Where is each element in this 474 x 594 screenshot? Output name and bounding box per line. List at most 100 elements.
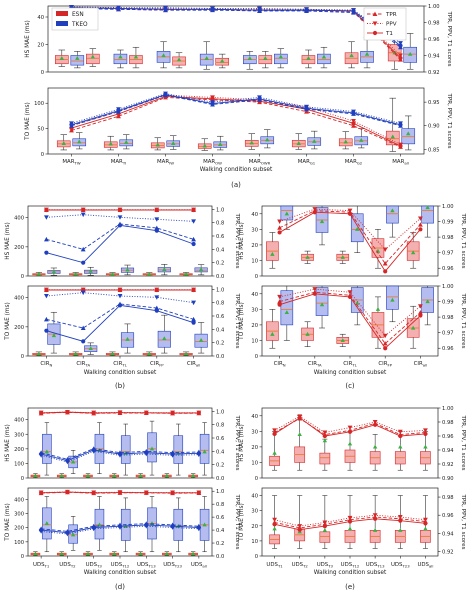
y-tick-label: 50 <box>37 127 44 133</box>
x-tick-base: MAR <box>203 159 215 165</box>
metric-point <box>322 430 328 435</box>
box-mean-marker <box>249 140 254 145</box>
box-mean-marker <box>73 351 78 356</box>
box-plot <box>194 322 208 354</box>
x-tick-base: MAR <box>157 159 169 165</box>
metric-point <box>277 294 282 300</box>
metric-point <box>80 246 86 252</box>
metric-point <box>297 415 302 420</box>
box-mean-marker <box>398 444 403 449</box>
y-tick-label: 30 <box>251 227 258 233</box>
panel-caption: (a) <box>231 181 241 189</box>
y2-tick-label: 0.6 <box>216 314 224 320</box>
y-axis-label: HS MAE (ms) <box>239 424 245 462</box>
x-tick-sub: TA <box>84 363 90 368</box>
x-tick-label: MARall <box>392 159 409 166</box>
metric-point <box>351 8 356 14</box>
metric-point <box>144 490 149 495</box>
box-plot <box>243 51 257 70</box>
box-mean-marker <box>265 137 270 142</box>
metric-point <box>117 287 123 293</box>
y2-tick-label: 0.96 <box>442 266 454 272</box>
metric-point <box>351 123 356 128</box>
metric-point <box>297 524 303 529</box>
box-plot <box>179 271 193 276</box>
x-tick-sub: T2 <box>70 564 76 569</box>
metric-point <box>69 122 74 127</box>
metric-point <box>191 241 196 247</box>
y2-axis-label: TPR, PPV, T1 scores <box>446 92 452 148</box>
metric-point <box>191 207 196 213</box>
metric-point <box>347 290 353 295</box>
metric-point <box>170 410 175 416</box>
metric-point <box>398 433 403 439</box>
y2-axis-label: TPR, PPV, T1 scores <box>460 414 466 470</box>
metric-point <box>423 431 428 436</box>
metric-point <box>39 451 44 457</box>
box-mean-marker <box>278 54 284 59</box>
metric-point <box>277 302 282 307</box>
chart-b-panel-1: 0 200 400 0.0 0.2 0.4 0.6 0.8 1.0 TO MAE (ms) TPR,… <box>5 285 240 360</box>
box-plot <box>120 264 135 276</box>
y-axis-label: HS MAE (ms) <box>5 424 11 462</box>
box-iqr <box>199 433 210 464</box>
box-plot <box>109 473 120 478</box>
x-tick-label: MAROWR <box>249 159 271 166</box>
box-plot <box>336 250 350 264</box>
metric-point <box>81 260 86 265</box>
metric-line <box>46 292 194 304</box>
y-tick-label: 200 <box>14 526 24 532</box>
chart-a-panel-1: 0 50 100 0.85 0.90 0.95 TO MAE (ms) TPR, PPV, T… <box>25 87 452 158</box>
metric-point <box>372 420 378 425</box>
metric-series <box>277 210 423 274</box>
legend-label: TKEO <box>71 22 88 28</box>
box-mean-marker <box>355 227 360 231</box>
box-plot <box>188 551 198 556</box>
metric-point <box>347 425 353 430</box>
box-plot <box>157 314 171 354</box>
y-tick-label: 400 <box>14 216 24 222</box>
metric-point <box>65 489 70 495</box>
box-mean-marker <box>190 551 196 556</box>
x-tick-sub: T3 <box>327 564 333 569</box>
box-mean-marker <box>110 271 115 276</box>
metric-point <box>154 217 160 222</box>
x-tick-sub: all <box>404 161 408 166</box>
metric-point <box>312 210 317 215</box>
metric-series <box>69 5 403 48</box>
box-plot <box>72 132 87 150</box>
y2-axis-label: TPR, PPV, T1 scores <box>234 292 240 348</box>
box-plot <box>317 46 331 69</box>
y-axis-label: TO MAE (ms) <box>239 503 245 542</box>
metric-point <box>117 410 123 415</box>
x-tick-sub: all <box>429 564 433 569</box>
box-mean-marker <box>112 473 117 478</box>
y2-tick-label: 0.8 <box>216 502 224 508</box>
y2-tick-label: 1.0 <box>216 489 224 495</box>
metric-point <box>117 223 123 228</box>
metric-point <box>423 428 428 433</box>
chart-e: 0 10 20 30 40 0.90 0.92 0.94 0.96 0.98 1.00 HS MAE … <box>239 406 466 591</box>
box-mean-marker <box>321 54 327 59</box>
metric-point <box>272 431 277 436</box>
box-plot <box>142 351 156 356</box>
box-plot <box>194 264 208 276</box>
box-plot <box>55 49 69 67</box>
plot-frame <box>27 407 213 479</box>
metric-series <box>272 516 428 532</box>
y2-tick-label: 0.98 <box>442 420 454 426</box>
y2-tick-label: 1.00 <box>428 4 440 10</box>
metric-point <box>144 450 149 455</box>
legend-label: TPR <box>385 12 397 18</box>
box-plot <box>336 333 350 347</box>
metric-point <box>347 294 353 299</box>
metric-series <box>277 207 423 252</box>
metric-point <box>372 513 378 518</box>
box-plot <box>69 271 83 276</box>
y-tick-label: 100 <box>14 540 24 546</box>
x-tick-base: CIR <box>76 361 85 367</box>
box-mean-marker <box>340 338 345 343</box>
y-tick-label: 0 <box>255 554 258 560</box>
x-tick-sub: G1 <box>310 161 316 166</box>
